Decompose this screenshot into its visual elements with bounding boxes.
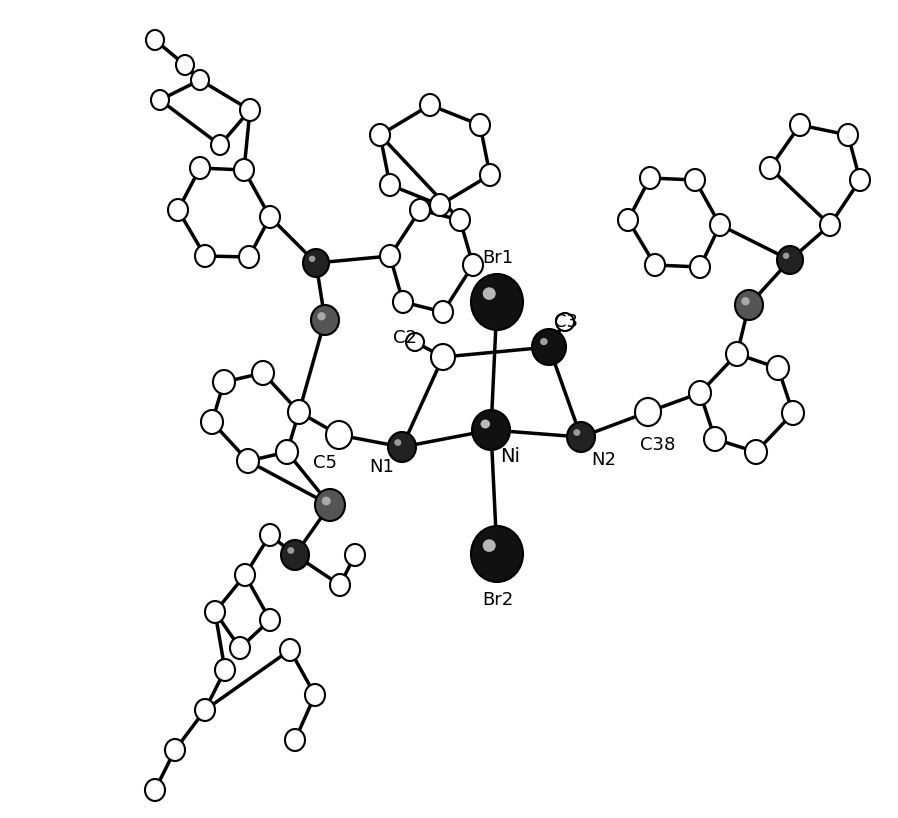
Ellipse shape: [380, 245, 400, 267]
Ellipse shape: [820, 214, 840, 236]
Ellipse shape: [532, 329, 566, 365]
Ellipse shape: [745, 440, 767, 464]
Ellipse shape: [742, 297, 750, 305]
Ellipse shape: [145, 779, 165, 801]
Ellipse shape: [146, 30, 164, 50]
Ellipse shape: [211, 135, 229, 155]
Ellipse shape: [260, 609, 280, 631]
Ellipse shape: [311, 305, 339, 335]
Ellipse shape: [230, 637, 250, 659]
Text: C3: C3: [554, 313, 578, 331]
Ellipse shape: [370, 124, 390, 146]
Ellipse shape: [260, 206, 280, 228]
Text: N1: N1: [370, 458, 394, 476]
Ellipse shape: [556, 313, 574, 331]
Ellipse shape: [483, 539, 496, 552]
Ellipse shape: [315, 489, 345, 521]
Ellipse shape: [710, 214, 730, 236]
Ellipse shape: [640, 167, 660, 189]
Ellipse shape: [213, 370, 235, 394]
Ellipse shape: [470, 114, 490, 136]
Ellipse shape: [540, 338, 548, 345]
Ellipse shape: [431, 344, 455, 370]
Ellipse shape: [567, 422, 595, 452]
Ellipse shape: [309, 256, 315, 262]
Ellipse shape: [463, 254, 483, 276]
Ellipse shape: [305, 684, 325, 706]
Ellipse shape: [635, 398, 661, 426]
Ellipse shape: [239, 246, 259, 268]
Ellipse shape: [201, 410, 223, 434]
Ellipse shape: [260, 524, 280, 546]
Ellipse shape: [690, 256, 710, 278]
Ellipse shape: [285, 729, 305, 751]
Ellipse shape: [235, 564, 255, 586]
Ellipse shape: [176, 55, 194, 75]
Ellipse shape: [303, 249, 329, 277]
Ellipse shape: [288, 400, 310, 424]
Ellipse shape: [618, 209, 638, 231]
Ellipse shape: [420, 94, 440, 116]
Ellipse shape: [237, 449, 259, 473]
Ellipse shape: [195, 699, 215, 721]
Ellipse shape: [234, 159, 254, 181]
Ellipse shape: [782, 401, 804, 425]
Ellipse shape: [430, 194, 450, 216]
Ellipse shape: [380, 174, 400, 196]
Ellipse shape: [215, 659, 235, 681]
Ellipse shape: [394, 439, 401, 446]
Text: Br1: Br1: [482, 249, 514, 267]
Ellipse shape: [410, 199, 430, 221]
Ellipse shape: [276, 440, 298, 464]
Text: C38: C38: [640, 436, 675, 454]
Ellipse shape: [450, 209, 470, 231]
Ellipse shape: [280, 639, 300, 661]
Ellipse shape: [190, 157, 210, 179]
Ellipse shape: [240, 99, 260, 121]
Ellipse shape: [704, 427, 726, 451]
Ellipse shape: [151, 90, 169, 110]
Ellipse shape: [480, 420, 490, 429]
Text: Ni: Ni: [500, 447, 520, 466]
Ellipse shape: [838, 124, 858, 146]
Text: Br2: Br2: [482, 591, 514, 609]
Ellipse shape: [735, 290, 763, 320]
Ellipse shape: [685, 169, 705, 191]
Ellipse shape: [760, 157, 780, 179]
Ellipse shape: [790, 114, 810, 136]
Ellipse shape: [689, 381, 711, 405]
Ellipse shape: [388, 432, 416, 462]
Ellipse shape: [326, 421, 352, 449]
Ellipse shape: [406, 333, 424, 351]
Ellipse shape: [205, 601, 225, 623]
Ellipse shape: [252, 361, 274, 385]
Ellipse shape: [281, 540, 309, 570]
Ellipse shape: [195, 245, 215, 267]
Ellipse shape: [471, 526, 523, 582]
Text: N2: N2: [592, 451, 617, 469]
Ellipse shape: [287, 547, 295, 554]
Ellipse shape: [483, 287, 496, 300]
Ellipse shape: [345, 544, 365, 566]
Ellipse shape: [783, 253, 789, 259]
Ellipse shape: [850, 169, 870, 191]
Ellipse shape: [433, 301, 453, 323]
Ellipse shape: [165, 739, 185, 761]
Text: C5: C5: [313, 454, 337, 472]
Text: C2: C2: [393, 329, 417, 347]
Ellipse shape: [321, 497, 330, 506]
Ellipse shape: [330, 574, 350, 596]
Ellipse shape: [317, 312, 326, 321]
Ellipse shape: [168, 199, 188, 221]
Ellipse shape: [191, 70, 209, 90]
Ellipse shape: [777, 246, 803, 274]
Ellipse shape: [573, 429, 580, 436]
Ellipse shape: [471, 274, 523, 330]
Ellipse shape: [767, 356, 789, 380]
Ellipse shape: [393, 291, 413, 313]
Ellipse shape: [645, 254, 665, 276]
Ellipse shape: [726, 342, 748, 366]
Ellipse shape: [472, 410, 510, 450]
Ellipse shape: [480, 164, 500, 186]
